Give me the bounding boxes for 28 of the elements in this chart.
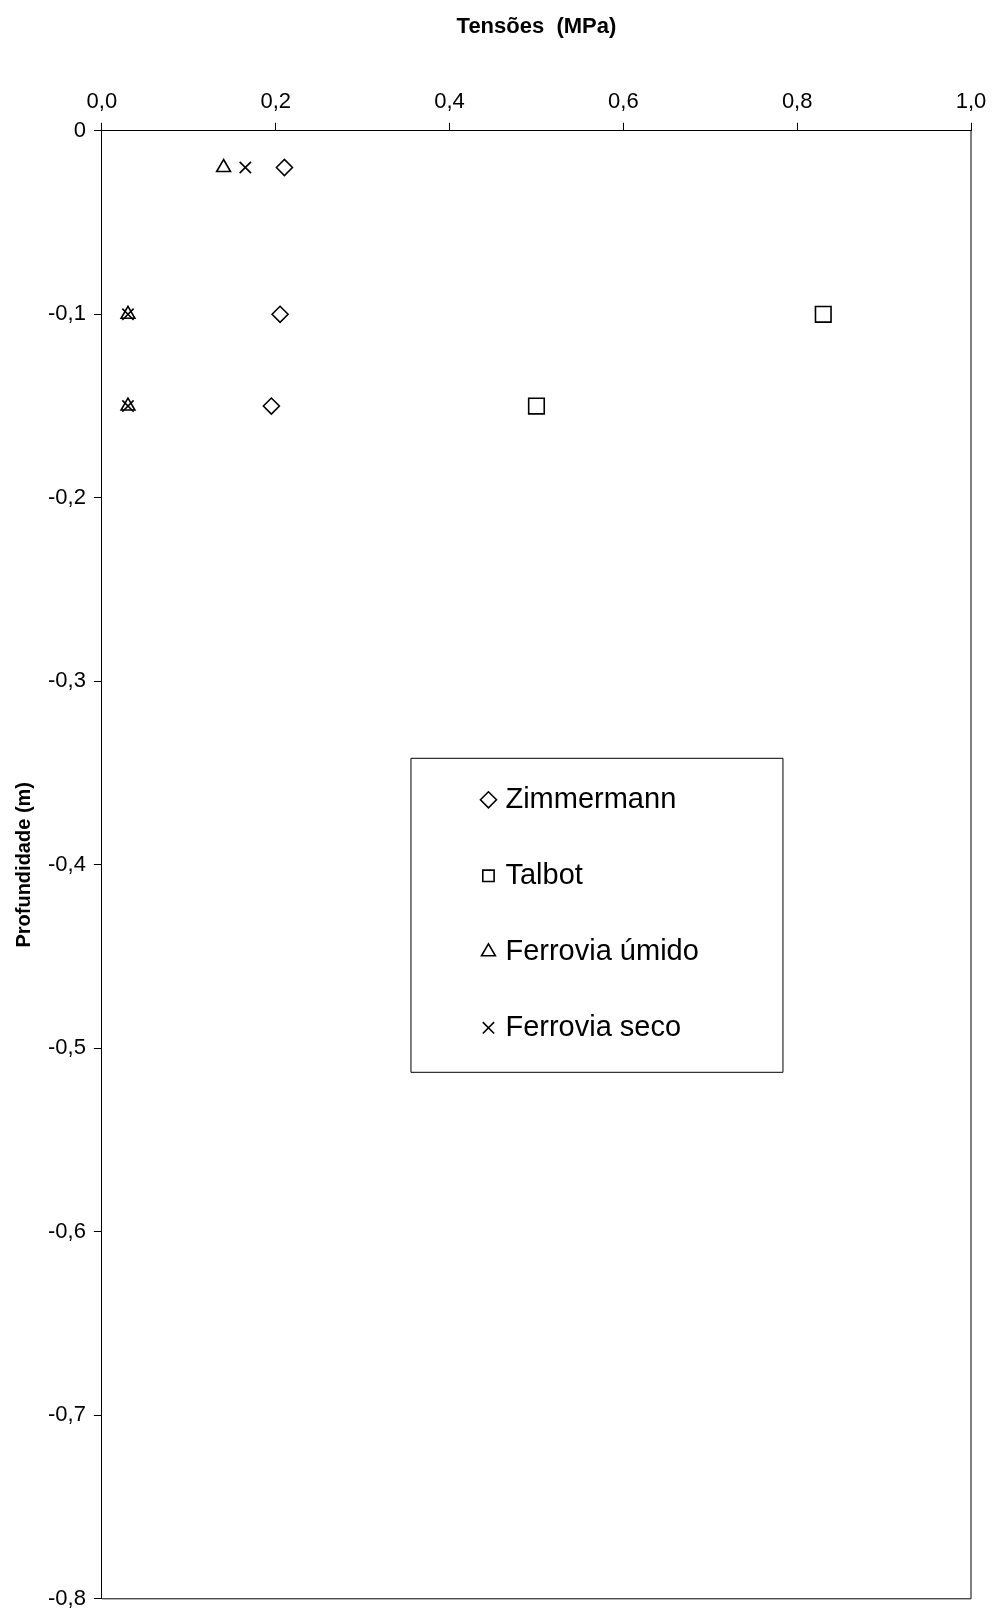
y-tick-label: 0: [73, 116, 86, 142]
y-tick-label: -0,7: [47, 1401, 86, 1427]
y-tick-label: -0,1: [47, 300, 86, 326]
x-tick-label: 0,4: [434, 87, 465, 113]
y-axis-title: Profundidade (m): [11, 782, 34, 948]
y-tick-label: -0,4: [47, 850, 86, 876]
y-tick-label: -0,3: [47, 667, 86, 693]
legend-label: Ferrovia seco: [505, 1009, 682, 1042]
point: [215, 158, 232, 173]
y-tick-label: -0,8: [47, 1584, 86, 1610]
x-tick-label: 0,6: [608, 87, 639, 113]
y-tick-label: -0,2: [47, 483, 86, 509]
point: [271, 305, 289, 324]
point: [262, 397, 281, 415]
point: [814, 305, 832, 323]
legend-label: Ferrovia úmido: [505, 933, 699, 966]
point: [275, 158, 294, 177]
x-tick-label: 0,0: [86, 87, 118, 113]
legend-label: Talbot: [505, 857, 583, 890]
legend-label: Zimmermann: [505, 781, 677, 814]
x-tick-label: 0,8: [781, 87, 813, 113]
point: [238, 161, 252, 174]
y-tick-label: -0,5: [47, 1034, 86, 1060]
y-tick-label: -0,6: [47, 1217, 86, 1243]
x-tick-label: 0,2: [260, 87, 292, 113]
x-axis-title: Tensões (MPa): [456, 13, 617, 39]
point: [527, 397, 546, 415]
x-tick-label: 1,0: [955, 87, 987, 113]
